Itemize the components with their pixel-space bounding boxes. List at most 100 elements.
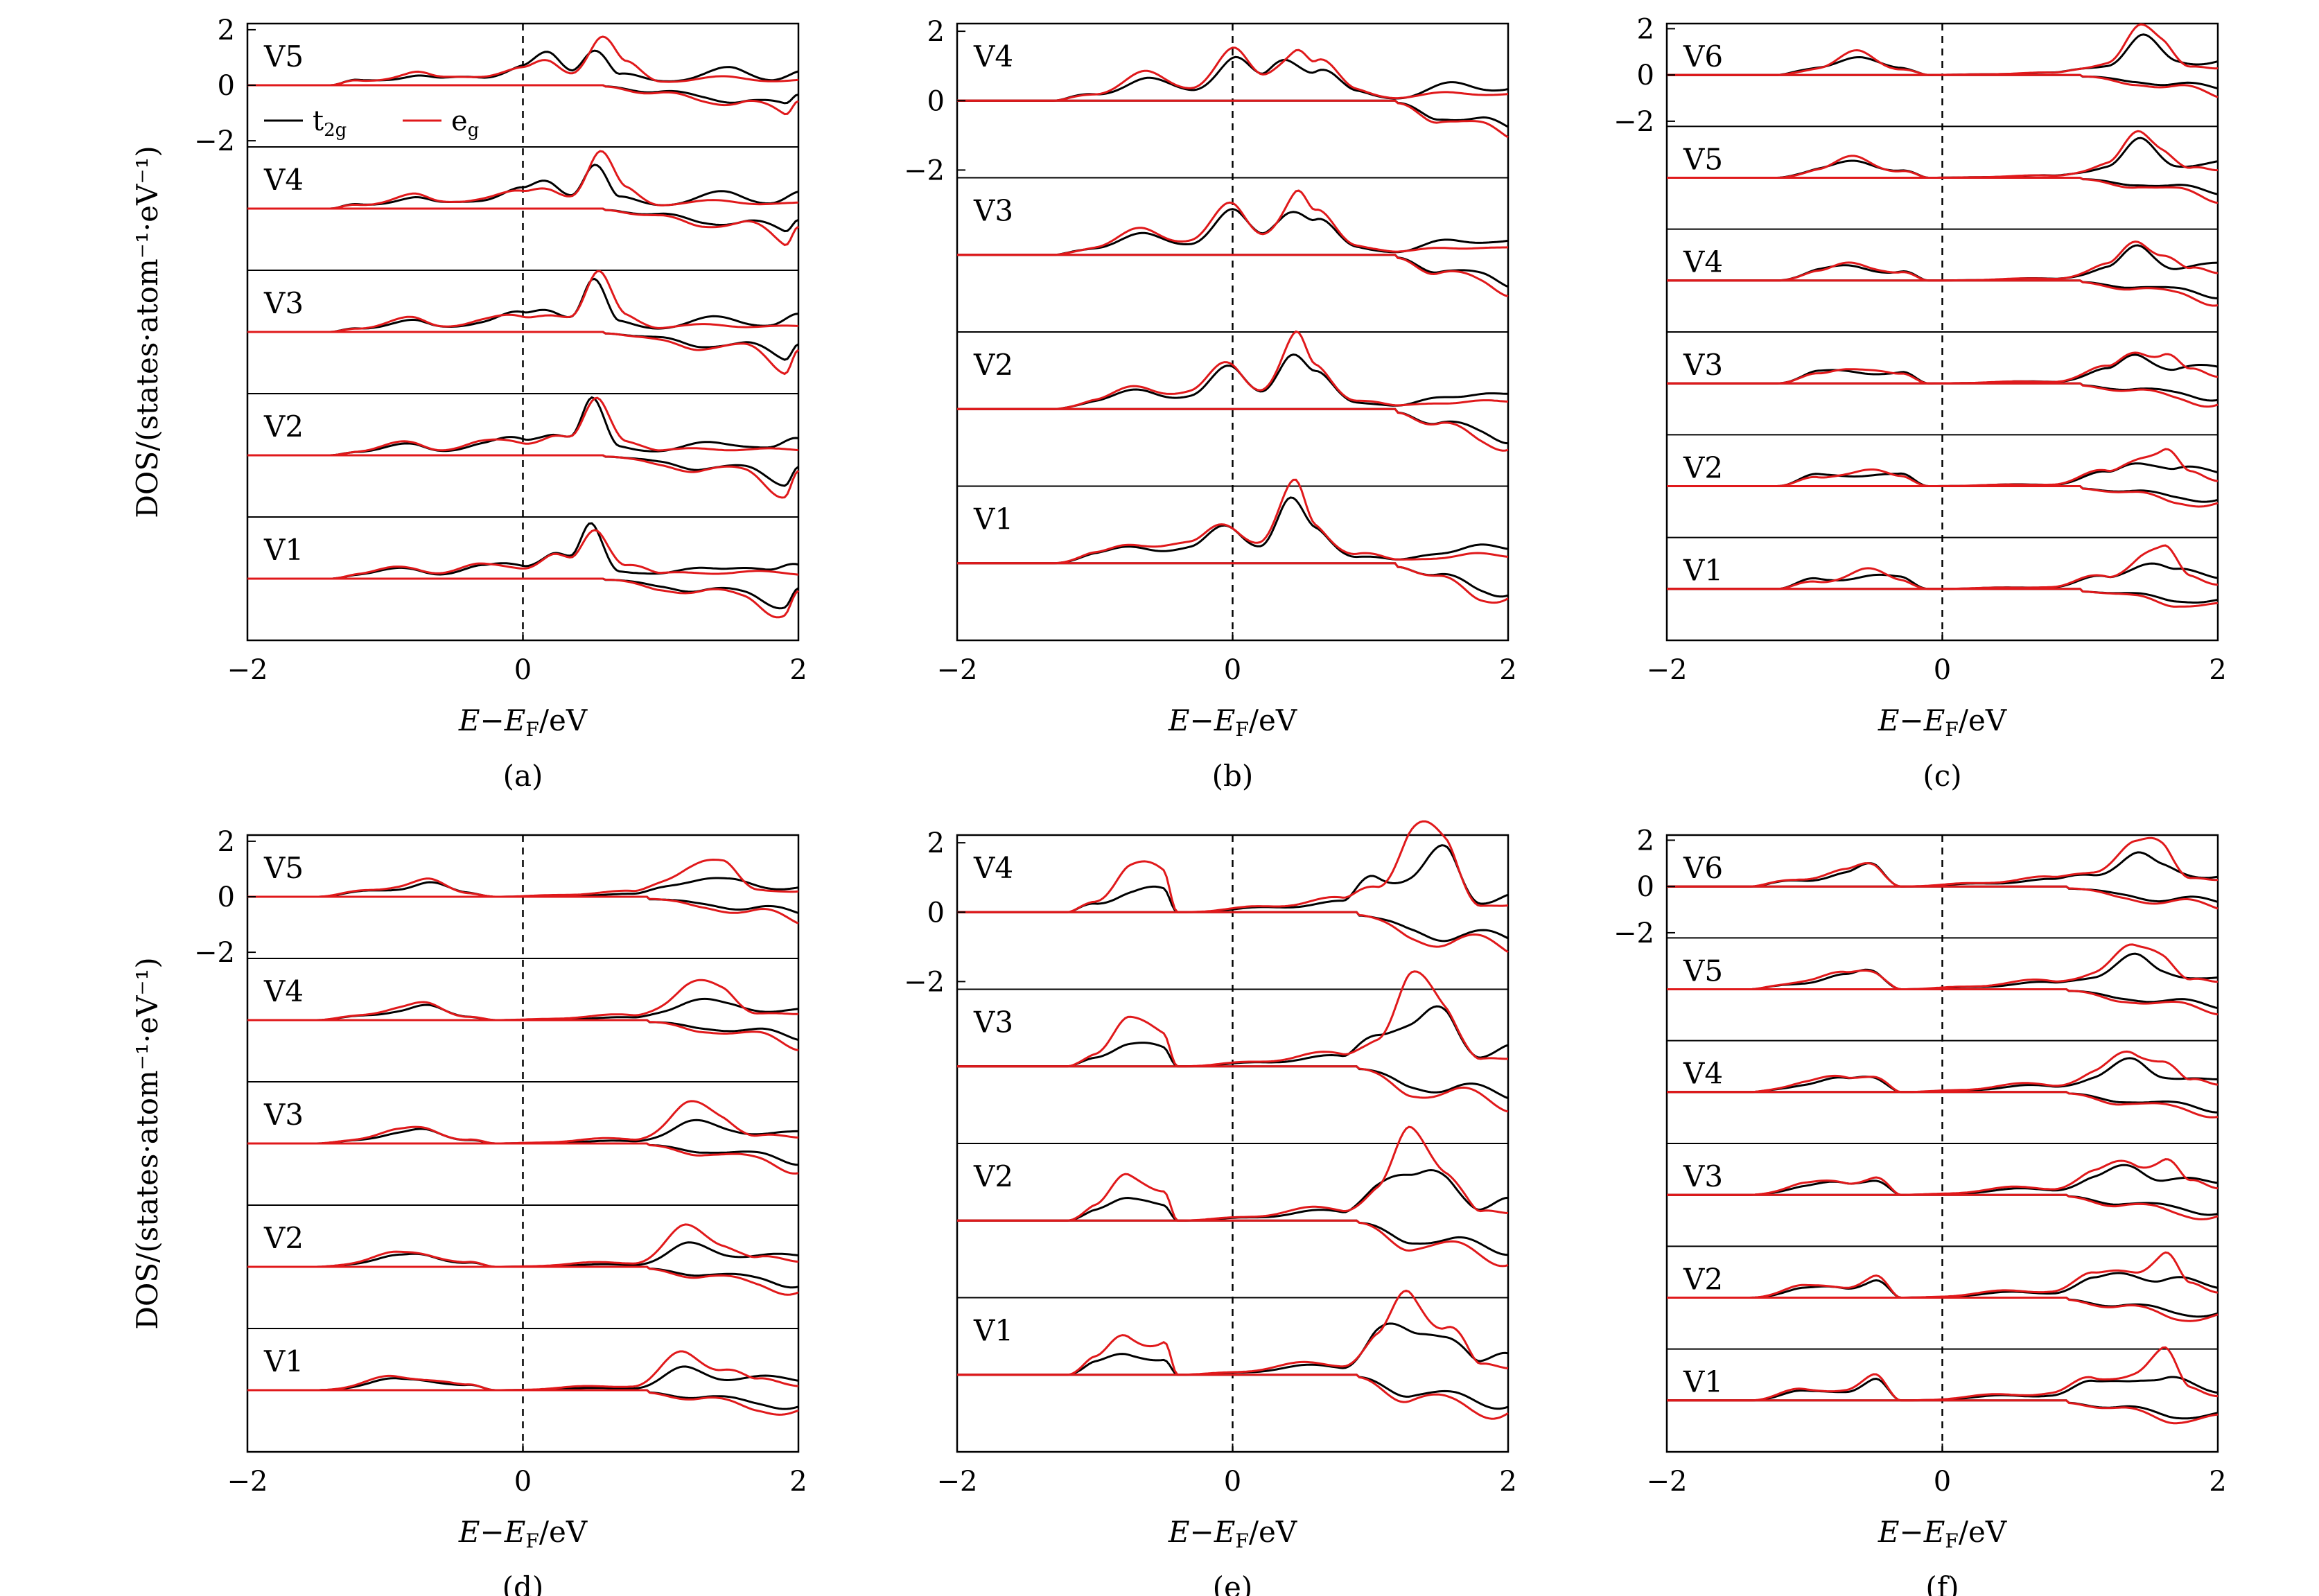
series-eg-down-v2 bbox=[957, 407, 1509, 452]
atom-label-v1: V1 bbox=[1683, 554, 1723, 588]
y-tick-label: −2 bbox=[904, 155, 945, 186]
atom-label-v3: V3 bbox=[1683, 1159, 1723, 1193]
panel-d: V5 V4 V3 V2 V1 2 0 −2 −2 0 2 E−EF/eV (d) DOS/(states·… bbox=[130, 826, 807, 1596]
series-eg-up-v2 bbox=[1667, 448, 2219, 487]
panel-caption: (f) bbox=[1925, 1570, 1959, 1596]
series-eg-down-v5 bbox=[1667, 177, 2219, 204]
series-t2g-down-v2 bbox=[247, 454, 799, 487]
series-eg-down-v1 bbox=[957, 562, 1509, 604]
series-eg-down-v6 bbox=[1667, 73, 2219, 98]
legend-label-eg: eg bbox=[451, 105, 479, 141]
legend-label-t2g: t2g bbox=[313, 105, 347, 141]
x-tick-label: 2 bbox=[789, 654, 807, 686]
y-tick-label: −2 bbox=[194, 937, 235, 969]
atom-label-v4: V4 bbox=[1683, 1057, 1723, 1091]
panel-f: V6 V5 V4 V3 V2 V1 2 0 −2 −2 0 2 E−EF/eV (f) bbox=[1613, 825, 2227, 1596]
series-eg-down-v4 bbox=[247, 207, 799, 247]
y-tick-label: 0 bbox=[1637, 60, 1654, 91]
y-tick-label: 2 bbox=[1637, 13, 1654, 45]
atom-label-v4: V4 bbox=[263, 163, 304, 197]
x-tick-label: 0 bbox=[1934, 654, 1951, 686]
series-eg-down-v3 bbox=[957, 1065, 1509, 1113]
series-eg-down-v4 bbox=[247, 1019, 799, 1051]
series-eg-down-v1 bbox=[247, 577, 799, 619]
atom-label-v2: V2 bbox=[973, 1159, 1013, 1193]
atom-label-v3: V3 bbox=[1683, 348, 1723, 382]
series-t2g-down-v3 bbox=[957, 1065, 1509, 1100]
panel-e: V4 V3 V2 V1 2 0 −2 −2 0 2 E−EF/eV (e) bbox=[904, 820, 1517, 1596]
y-tick-label: −2 bbox=[194, 125, 235, 157]
series-eg-up-v3 bbox=[247, 270, 799, 333]
atom-label-v2: V2 bbox=[973, 348, 1013, 382]
series-eg-down-v4 bbox=[1667, 279, 2219, 307]
atom-label-v1: V1 bbox=[973, 1314, 1013, 1348]
atom-label-v3: V3 bbox=[973, 1006, 1013, 1040]
atom-label-v1: V1 bbox=[973, 502, 1013, 536]
x-tick-label: 0 bbox=[1224, 654, 1241, 686]
series-eg-down-v2 bbox=[247, 1265, 799, 1296]
atom-label-v3: V3 bbox=[973, 194, 1013, 228]
series-eg-down-v3 bbox=[247, 1142, 799, 1175]
y-axis-label: DOS/(states·atom⁻¹·eV⁻¹) bbox=[130, 146, 164, 518]
x-tick-label: 0 bbox=[1934, 1466, 1951, 1498]
x-tick-label: −2 bbox=[227, 654, 268, 686]
x-tick-label: −2 bbox=[937, 1466, 978, 1498]
panel-caption: (b) bbox=[1212, 759, 1254, 793]
series-eg-down-v3 bbox=[957, 254, 1509, 298]
y-tick-label: 2 bbox=[218, 15, 235, 46]
series-eg-down-v5 bbox=[247, 84, 799, 116]
panel-a: V5 V4 V3 V2 V1 2 0 −2 −2 0 2 E−EF/eV (a) DOS/(states·… bbox=[130, 15, 807, 793]
series-t2g-up-v5 bbox=[1667, 952, 2219, 990]
series-eg-down-v2 bbox=[1667, 1297, 2219, 1322]
atom-label-v4: V4 bbox=[263, 974, 304, 1008]
series-eg-down-v5 bbox=[247, 895, 799, 924]
x-tick-label: 2 bbox=[2209, 654, 2226, 686]
x-tick-label: 0 bbox=[1224, 1466, 1241, 1498]
y-tick-label: 0 bbox=[927, 85, 945, 117]
legend: t2g eg bbox=[264, 105, 479, 141]
series-eg-up-v4 bbox=[247, 150, 799, 210]
y-tick-label: 2 bbox=[927, 827, 945, 859]
x-axis-label: E−EF/eV bbox=[458, 703, 588, 741]
x-tick-label: 2 bbox=[1499, 654, 1516, 686]
atom-label-v1: V1 bbox=[263, 1344, 304, 1378]
atom-label-v1: V1 bbox=[1683, 1365, 1723, 1399]
atom-label-v2: V2 bbox=[263, 410, 304, 444]
y-tick-label: 0 bbox=[218, 70, 235, 102]
atom-label-v4: V4 bbox=[973, 40, 1013, 73]
series-eg-down-v1 bbox=[247, 1389, 799, 1416]
panel-caption: (e) bbox=[1213, 1570, 1253, 1596]
panel-b: V4 V3 V2 V1 2 0 −2 −2 0 2 E−EF/eV (b) bbox=[904, 16, 1517, 793]
y-tick-label: 0 bbox=[927, 897, 945, 929]
series-eg-down-v5 bbox=[1667, 988, 2219, 1016]
x-axis-label: E−EF/eV bbox=[1878, 703, 2007, 741]
x-axis-label: E−EF/eV bbox=[1168, 703, 1297, 741]
y-tick-label: −2 bbox=[904, 966, 945, 998]
panel-c: V6 V5 V4 V3 V2 V1 2 0 −2 −2 0 2 E−EF/eV (c) bbox=[1613, 13, 2227, 793]
atom-label-v6: V6 bbox=[1683, 851, 1723, 885]
x-tick-label: 2 bbox=[789, 1466, 807, 1498]
series-eg-down-v4 bbox=[957, 99, 1509, 139]
series-t2g-up-v5 bbox=[1667, 137, 2219, 179]
series-eg-up-v5 bbox=[247, 35, 799, 87]
y-axis-label: DOS/(states·atom⁻¹·eV⁻¹) bbox=[130, 957, 164, 1330]
series-eg-down-v3 bbox=[247, 331, 800, 376]
x-tick-label: 0 bbox=[514, 1466, 532, 1498]
y-tick-label: −2 bbox=[1613, 106, 1654, 138]
atom-label-v4: V4 bbox=[973, 851, 1013, 885]
series-eg-down-v4 bbox=[957, 911, 1509, 954]
atom-label-v2: V2 bbox=[263, 1221, 304, 1255]
series-eg-down-v6 bbox=[1667, 885, 2219, 910]
x-tick-label: −2 bbox=[1647, 654, 1688, 686]
y-tick-label: 2 bbox=[1637, 825, 1654, 857]
atom-label-v5: V5 bbox=[1683, 142, 1723, 176]
atom-label-v3: V3 bbox=[263, 286, 304, 320]
series-eg-down-v4 bbox=[1667, 1091, 2219, 1119]
atom-label-v2: V2 bbox=[1683, 450, 1723, 484]
x-tick-label: 2 bbox=[2209, 1466, 2226, 1498]
series-eg-down-v3 bbox=[1667, 382, 2219, 408]
series-eg-down-v1 bbox=[1667, 588, 2219, 608]
atom-label-v5: V5 bbox=[263, 851, 304, 885]
y-tick-label: 2 bbox=[218, 826, 235, 858]
